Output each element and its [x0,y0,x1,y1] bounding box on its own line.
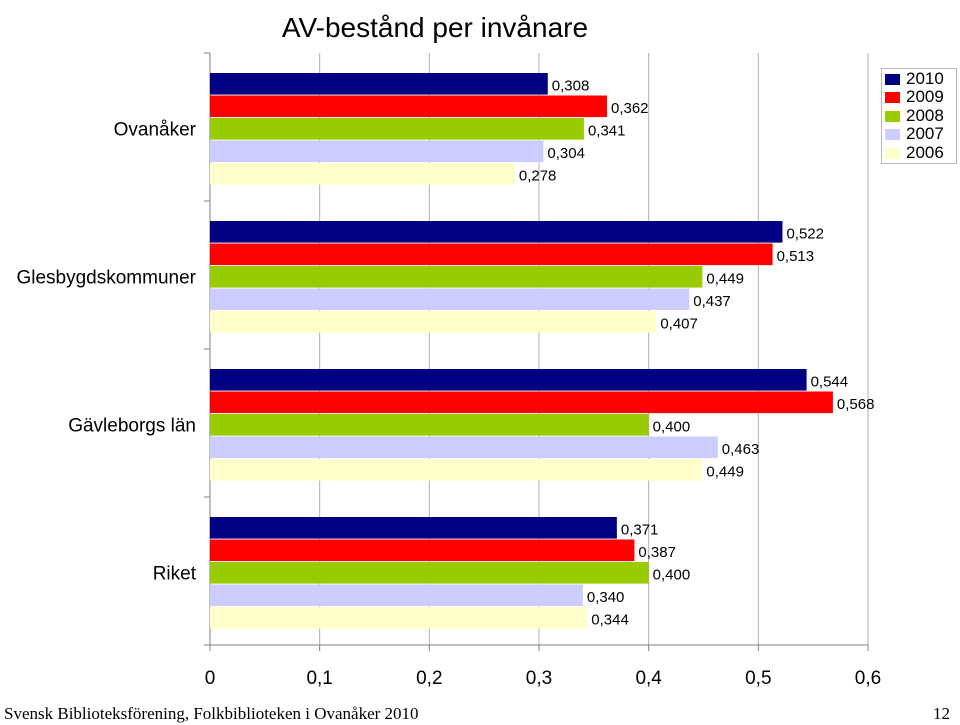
data-label: 0,522 [786,226,824,243]
data-label: 0,340 [587,589,625,606]
bar [210,243,773,266]
data-label: 0,362 [611,100,649,117]
bar [210,140,544,163]
data-label: 0,513 [777,248,815,265]
data-label: 0,344 [591,612,629,629]
category-label: Ovanåker [114,119,197,140]
bar [210,607,588,629]
data-label: 0,437 [693,293,731,310]
data-label: 0,544 [811,374,849,391]
x-tick-label: 0,5 [745,668,771,689]
legend-swatch [885,147,900,159]
data-label: 0,278 [519,168,557,185]
legend-label: 2006 [906,142,944,162]
legend-label: 2009 [906,87,944,107]
x-tick-label: 0,4 [635,668,662,689]
bar [210,584,583,607]
bar [210,163,515,185]
legend-label: 2010 [906,69,944,88]
bar [210,369,807,391]
bar [210,95,607,118]
data-label: 0,407 [660,316,698,333]
x-tick-label: 0,2 [416,668,442,689]
category-label: Riket [153,563,197,584]
legend-swatch [885,129,900,141]
bar [210,266,703,288]
bar [210,459,703,481]
bar [210,436,718,459]
data-label: 0,304 [547,145,585,162]
data-label: 0,568 [837,396,875,413]
legend-label: 2008 [906,105,944,125]
bar [210,391,833,414]
data-label: 0,400 [653,567,691,584]
page-number: 12 [933,704,950,723]
legend-swatch [885,92,900,104]
x-tick-label: 0,6 [855,668,881,689]
bar [210,288,690,311]
legend-label: 2007 [906,124,944,144]
legend: 2010 2009 2008 2007 2006 [881,68,957,164]
category-label: Gävleborgs län [68,415,196,436]
x-tick-label: 0,1 [306,668,332,689]
bar [210,118,584,140]
legend-swatch [885,110,900,122]
data-label: 0,387 [638,544,676,561]
data-label: 0,371 [621,522,659,539]
data-label: 0,308 [552,78,590,95]
data-label: 0,449 [706,464,744,481]
bar [210,221,783,243]
legend-swatch [885,74,900,85]
bar [210,517,617,539]
bar [210,562,649,584]
bar [210,414,649,436]
bar [210,311,657,333]
chart-title: AV-bestånd per invånare [281,12,589,43]
footer-text: Svensk Biblioteksförening, Folkbibliotek… [4,704,419,723]
x-tick-label: 0 [205,668,216,689]
bar [210,539,635,562]
data-label: 0,341 [588,123,626,140]
category-label: Glesbygdskommuner [16,267,196,288]
data-label: 0,449 [706,271,744,288]
data-label: 0,463 [722,441,760,458]
x-tick-label: 0,3 [526,668,552,689]
data-label: 0,400 [653,419,691,436]
bar [210,73,548,95]
